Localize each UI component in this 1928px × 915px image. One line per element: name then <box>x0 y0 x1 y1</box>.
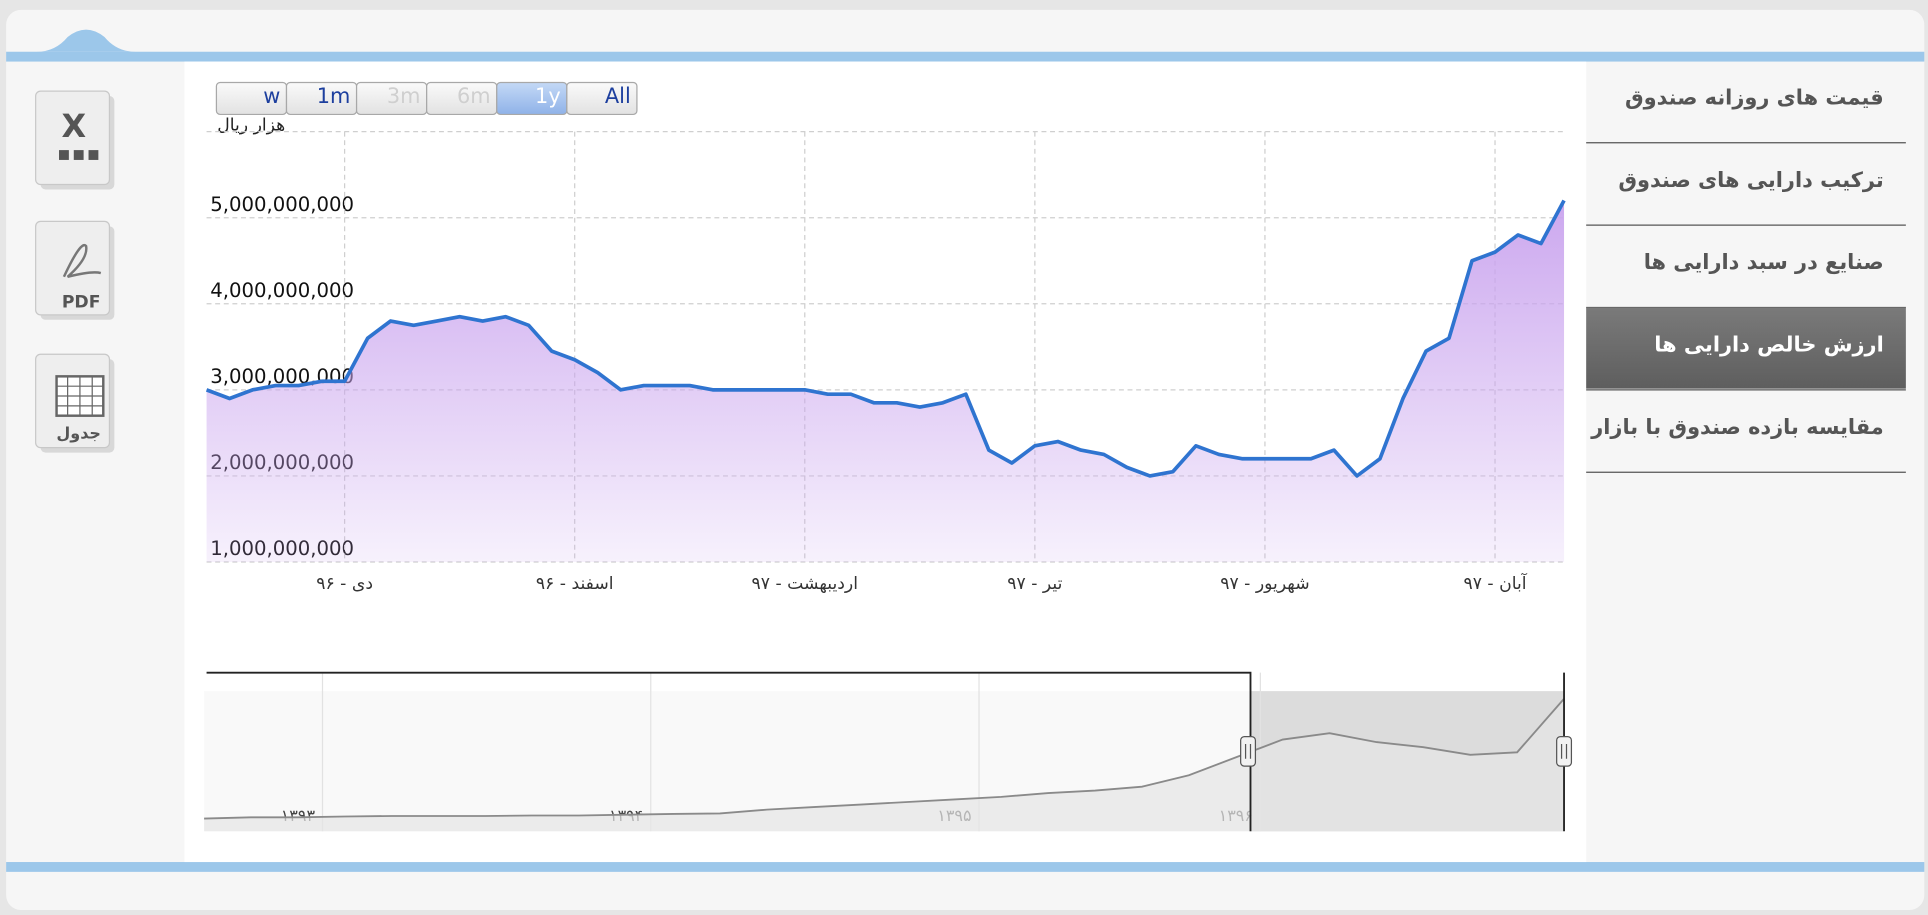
menu-active-bg <box>1586 307 1906 389</box>
area <box>206 200 1565 563</box>
table-grid <box>56 376 104 416</box>
menu: قیمت های روزانه صندوق ترکیب دارایی های صن… <box>1586 85 1906 473</box>
x-tick-label: دی - ۹۶ <box>316 574 373 594</box>
range-selector: w 1m 3m 6m 1y All <box>215 81 638 116</box>
excel-cell <box>59 150 69 160</box>
excel-cell <box>88 150 99 160</box>
main-chart: هزار ریال1,000,000,0002,000,000,0003,000… <box>205 116 1566 594</box>
x-tick-label: تیر - ۹۷ <box>1007 574 1062 594</box>
pdf-mark <box>62 243 102 278</box>
x-tick-label: اسفند - ۹۶ <box>536 574 614 594</box>
range-button-label: 6m <box>457 84 491 108</box>
range-button-label: 3m <box>387 84 421 108</box>
menu-item[interactable]: ارزش خالص دارایی ها <box>1654 333 1883 357</box>
pdf-label: PDF <box>62 293 101 313</box>
menu-item[interactable]: صنایع در سبد دارایی ها <box>1644 250 1884 274</box>
range-button[interactable] <box>566 81 638 116</box>
handle-grip <box>1244 743 1252 759</box>
pdf-icon[interactable] <box>35 220 111 316</box>
excel-mark: X <box>61 107 86 145</box>
navigator-handle[interactable] <box>1240 736 1257 767</box>
range-button-label: w <box>263 84 280 108</box>
tab <box>36 29 136 52</box>
x-tick-label: شهریور - ۹۷ <box>1220 574 1309 594</box>
menu-item[interactable]: مقایسه بازده صندوق با بازار <box>1590 415 1883 439</box>
navigator-line <box>204 698 1565 820</box>
navigator-handle[interactable] <box>1556 736 1573 767</box>
top-bar <box>6 51 1925 62</box>
navigator: ۱۳۹۳۱۳۹۴۱۳۹۵۱۳۹۶ <box>204 671 1573 832</box>
table-label: جدول <box>56 424 101 443</box>
navigator-area <box>204 698 1565 832</box>
excel-icon[interactable] <box>35 90 111 186</box>
range-button-label: 1y <box>535 84 561 108</box>
range-button-label: All <box>605 84 631 108</box>
line <box>205 199 1566 478</box>
y-tick-label: 4,000,000,000 <box>210 279 354 302</box>
x-tick-label: آبان - ۹۷ <box>1463 572 1527 594</box>
excel-cell <box>73 150 84 160</box>
y-tick-label: 5,000,000,000 <box>210 193 354 216</box>
y-axis-label: هزار ریال <box>217 116 285 136</box>
range-button-label: 1m <box>317 84 351 108</box>
handle-grip <box>1560 743 1568 759</box>
bottom-bar <box>6 862 1925 872</box>
export-icons: X PDF جدول <box>35 90 115 453</box>
menu-item[interactable]: ترکیب دارایی های صندوق <box>1618 168 1883 192</box>
x-tick-label: اردیبهشت - ۹۷ <box>752 574 859 594</box>
menu-item[interactable]: قیمت های روزانه صندوق <box>1625 85 1884 109</box>
